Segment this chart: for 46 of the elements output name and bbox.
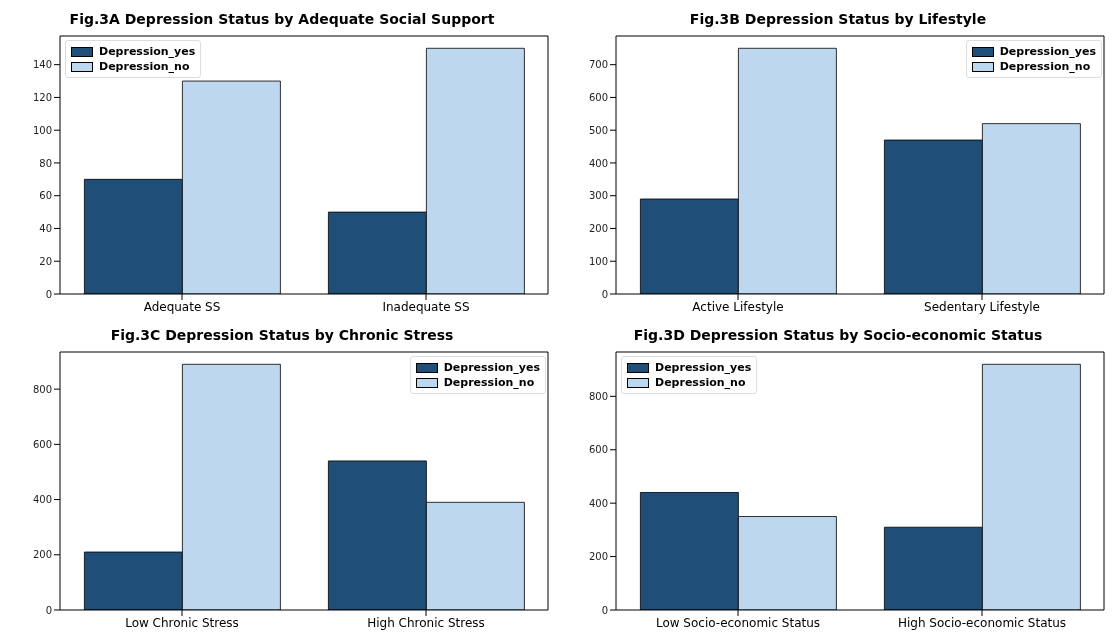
legend-label: Depression_no <box>99 59 190 74</box>
y-tick-label: 200 <box>588 223 608 235</box>
chart-title: Fig.3A Depression Status by Adequate Social Support <box>68 10 496 29</box>
chart-title: Fig.3D Depression Status by Socio-economic Status <box>632 326 1044 345</box>
x-tick-label: High Chronic Stress <box>367 615 485 630</box>
y-tick-label: 700 <box>588 59 608 71</box>
y-tick-label: 0 <box>45 288 52 300</box>
y-tick-label: 500 <box>588 124 608 136</box>
y-tick-label: 800 <box>32 383 52 395</box>
y-tick-label: 100 <box>32 124 52 136</box>
y-tick-label: 0 <box>601 604 608 616</box>
y-tick-label: 0 <box>45 604 52 616</box>
chart-title: Fig.3C Depression Status by Chronic Stress <box>109 326 455 345</box>
legend-label: Depression_yes <box>443 360 540 375</box>
y-tick-label: 60 <box>39 190 52 202</box>
y-tick-label: 400 <box>588 497 608 509</box>
legend-label: Depression_no <box>655 375 746 390</box>
legend-label: Depression_yes <box>999 44 1096 59</box>
y-tick-label: 20 <box>39 255 52 267</box>
legend-label: Depression_no <box>999 59 1091 74</box>
x-tick-label: High Socio-economic Status <box>897 615 1067 630</box>
y-tick-label: 800 <box>588 390 608 402</box>
x-tick-label: Adequate SS <box>143 299 221 314</box>
y-tick-label: 200 <box>588 551 608 563</box>
y-tick-label: 0 <box>601 288 608 300</box>
x-tick-label: Inadequate SS <box>382 299 470 314</box>
y-tick-label: 600 <box>588 444 608 456</box>
y-tick-label: 100 <box>588 255 608 267</box>
y-tick-label: 400 <box>588 157 608 169</box>
legend-label: Depression_yes <box>655 360 752 375</box>
y-tick-label: 120 <box>32 91 52 103</box>
legend-label: Depression_yes <box>99 44 196 59</box>
x-tick-label: Low Socio-economic Status <box>655 615 821 630</box>
x-tick-label: Low Chronic Stress <box>125 615 239 630</box>
y-tick-label: 200 <box>32 549 52 561</box>
legend-label: Depression_no <box>443 375 535 390</box>
y-tick-label: 600 <box>588 91 608 103</box>
x-tick-label: Active Lifestyle <box>692 299 784 314</box>
y-tick-label: 400 <box>32 494 52 506</box>
y-tick-label: 600 <box>32 438 52 450</box>
y-tick-label: 140 <box>32 59 52 71</box>
y-tick-label: 80 <box>39 157 52 169</box>
x-tick-label: Sedentary Lifestyle <box>924 299 1040 314</box>
chart-title: Fig.3B Depression Status by Lifestyle <box>688 10 988 29</box>
y-tick-label: 40 <box>39 223 52 235</box>
y-tick-label: 300 <box>588 190 608 202</box>
